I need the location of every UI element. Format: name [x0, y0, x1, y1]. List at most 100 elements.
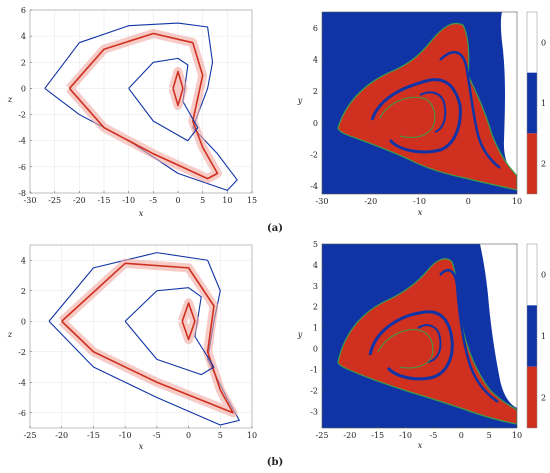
trajectory-bundle [61, 262, 234, 414]
x-tick-label: -25 [316, 431, 329, 440]
y-tick-label: 0 [313, 345, 318, 354]
x-tick-label: -15 [98, 196, 111, 205]
x-tick-label: 5 [487, 431, 492, 440]
colorbar-label: 1 [541, 332, 546, 341]
colorbar: 0 1 2 [526, 243, 546, 429]
basin-swirl-3 [419, 91, 447, 133]
x-tick-label: -30 [24, 196, 37, 205]
x-tick-label: -5 [149, 196, 157, 205]
colorbar-label: 0 [541, 38, 546, 47]
x-tick-label: -5 [153, 431, 161, 440]
x-tick-label: 5 [200, 196, 205, 205]
x-tick-label: -20 [73, 196, 86, 205]
y-tick-label: 2 [21, 287, 26, 296]
trajectory-core [181, 302, 196, 341]
colorbar-frame [526, 243, 538, 429]
x-tick-label: -5 [430, 431, 438, 440]
x-tick-label: -10 [413, 197, 426, 206]
caption-a: (a) [267, 223, 283, 234]
basin-swirl-3 [417, 324, 442, 363]
y-tick-label: -1 [310, 365, 318, 374]
x-tick-label: -25 [48, 196, 61, 205]
y-tick-label: 2 [313, 303, 318, 312]
y-tick-label: -8 [18, 189, 26, 198]
x-tick-label: 0 [459, 431, 464, 440]
y-tick-label: 2 [313, 87, 318, 96]
trajectory-lines [48, 252, 240, 426]
y-tick-label: -2 [18, 111, 26, 120]
basin-region-0 [480, 244, 517, 408]
y-tick-label: -2 [310, 150, 318, 159]
colorbar-segment-2 [527, 366, 537, 428]
basin-swirl-1 [368, 310, 454, 381]
y-tick-label: 3 [313, 282, 318, 291]
y-tick-label: 2 [21, 58, 26, 67]
basin-swirl-4 [379, 96, 436, 138]
trajectory-core [172, 70, 184, 107]
colorbar: 0 1 2 [526, 11, 546, 195]
basin-region-2 [337, 258, 517, 425]
x-tick-label: -10 [122, 196, 135, 205]
y-axis-label: z [7, 95, 13, 104]
basin-map [322, 244, 517, 428]
colorbar-segment-1 [527, 72, 537, 134]
x-tick-label: 0 [175, 196, 180, 205]
caption-b: (b) [267, 457, 283, 468]
y-axis-label: z [7, 330, 13, 339]
y-tick-label: 0 [21, 317, 26, 326]
y-tick-label: -2 [18, 348, 26, 357]
colorbar-frame [526, 11, 538, 195]
x-tick-label: -20 [364, 197, 377, 206]
trajectory-inner-loop [124, 287, 215, 376]
colorbar-segment-2 [527, 133, 537, 194]
y-tick-label: -2 [310, 386, 318, 395]
x-tick-label: -20 [343, 431, 356, 440]
y-tick-label: -4 [18, 378, 26, 387]
x-tick-label: 10 [247, 431, 257, 440]
y-tick-label: 1 [313, 324, 318, 333]
colorbar-label: 2 [541, 160, 546, 169]
y-tick-label: 6 [21, 6, 26, 15]
x-tick-label: 5 [218, 431, 223, 440]
y-tick-label: -4 [18, 137, 26, 146]
y-axis-label: y [297, 330, 303, 339]
plot-area [30, 245, 252, 428]
x-tick-label: 0 [186, 431, 191, 440]
trajectory-lines [44, 22, 238, 191]
x-tick-label: 10 [512, 197, 522, 206]
x-axis-label: x [418, 441, 423, 450]
x-tick-label: -20 [55, 431, 68, 440]
colorbar-label: 0 [541, 271, 546, 280]
y-tick-label: 4 [313, 55, 318, 64]
y-tick-label: 4 [313, 261, 318, 270]
y-tick-label: -6 [18, 409, 26, 418]
y-tick-label: 5 [313, 240, 318, 249]
x-axis-label: x [139, 209, 144, 218]
plot-frame [321, 243, 518, 429]
x-tick-label: 10 [512, 431, 522, 440]
x-tick-label: -30 [316, 197, 329, 206]
basin-region-2 [337, 22, 517, 191]
x-tick-label: 0 [466, 197, 471, 206]
y-tick-label: -6 [18, 163, 26, 172]
y-tick-label: 4 [21, 256, 26, 265]
colorbar-segment-1 [527, 305, 537, 367]
basin-swirl-2 [439, 51, 501, 169]
colorbar-label: 2 [541, 393, 546, 402]
x-tick-label: -25 [24, 431, 37, 440]
colorbar-segment-0 [527, 244, 537, 306]
basin-map [322, 12, 517, 194]
y-tick-label: -3 [310, 407, 318, 416]
x-tick-label: -10 [119, 431, 132, 440]
x-tick-label: -15 [87, 431, 100, 440]
basin-region-0 [500, 12, 517, 177]
x-tick-label: -10 [399, 431, 412, 440]
